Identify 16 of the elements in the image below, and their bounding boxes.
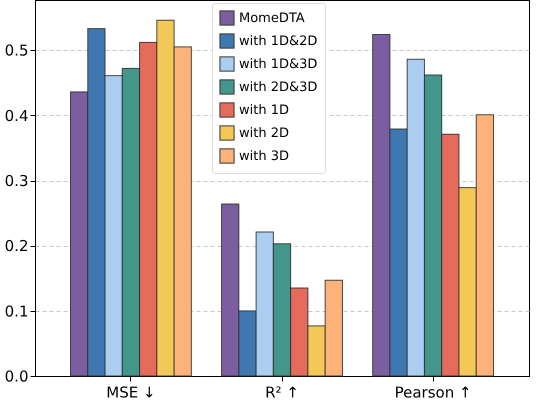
y-tick-label: 0.1 xyxy=(4,302,28,320)
legend-label: with 1D&3D xyxy=(239,57,318,72)
legend-label: with 1D xyxy=(239,103,289,118)
x-tick-label: Pearson ↑ xyxy=(394,384,472,402)
y-tick-label: 0.4 xyxy=(4,106,28,125)
legend-label: with 2D xyxy=(239,126,289,141)
legend-label: with 1D&2D xyxy=(239,34,318,49)
y-tick-label: 0.2 xyxy=(4,237,28,256)
x-tick-label: R² ↑ xyxy=(265,384,299,402)
legend-label: with 3D xyxy=(239,149,289,164)
legend-label: MomeDTA xyxy=(239,11,305,26)
y-tick-label: 0.5 xyxy=(4,42,28,60)
y-tick-label: 0.0 xyxy=(4,368,28,386)
legend-label: with 2D&3D xyxy=(239,80,318,95)
y-tick-label: 0.3 xyxy=(4,172,28,190)
x-tick-label: MSE ↓ xyxy=(106,384,156,402)
